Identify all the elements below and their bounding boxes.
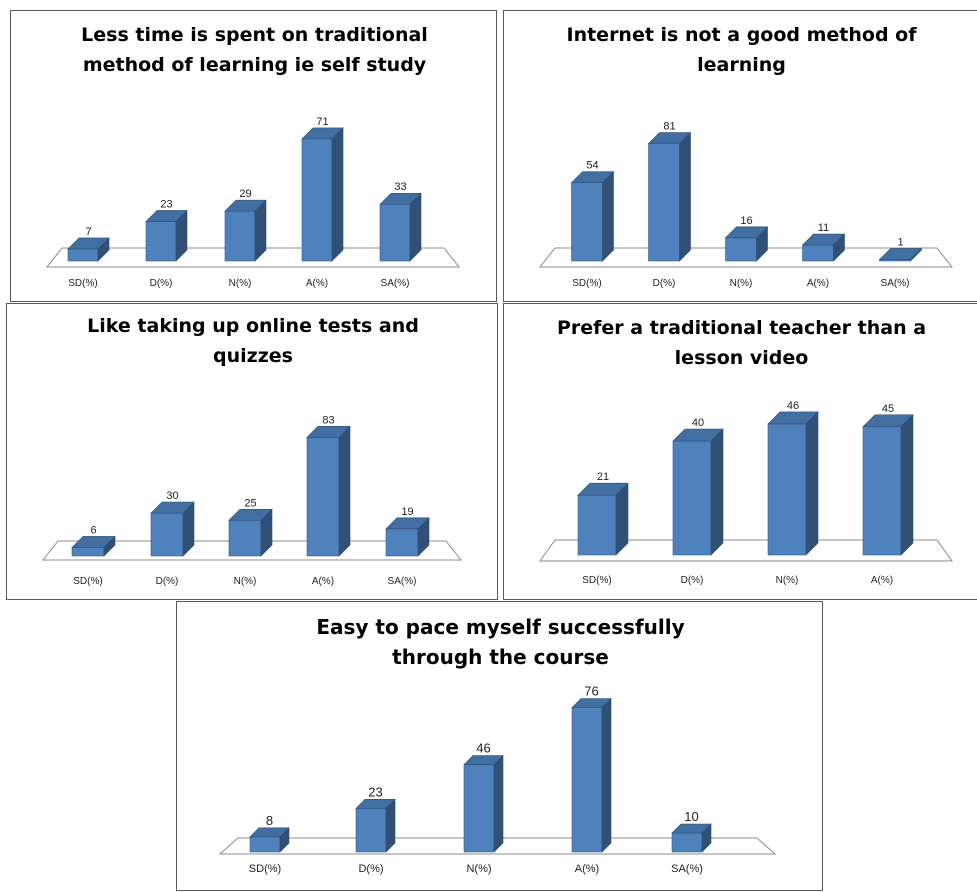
data-label: 45	[882, 403, 894, 415]
category-label: D(%)	[358, 863, 383, 875]
bar-N(%)	[224, 199, 267, 262]
data-label: 8	[266, 813, 273, 828]
category-label: N(%)	[229, 278, 252, 289]
bar-D(%)	[150, 501, 195, 557]
data-label: 1	[897, 237, 903, 249]
chart-svg-5: Easy to pace myself successfully through …	[218, 615, 777, 875]
bar-SD(%)	[249, 827, 290, 853]
chart-title-line: method of learning ie self study	[83, 54, 427, 76]
bar-D(%)	[647, 131, 692, 262]
bar-D(%)	[355, 798, 396, 853]
data-label: 25	[244, 497, 256, 509]
chart-title-line: Internet is not a good method of	[567, 24, 918, 46]
chart-title-line: Easy to pace myself successfully	[316, 615, 684, 639]
chart-title-line: Like taking up online tests and	[87, 315, 419, 337]
category-label: A(%)	[312, 576, 334, 587]
chart-panel-2: Internet is not a good method of learning…	[503, 10, 977, 302]
category-label: SD(%)	[572, 278, 601, 289]
data-label: 23	[368, 784, 382, 799]
chart-panel-1: Less time is spent on traditional method …	[10, 10, 497, 302]
category-label: D(%)	[681, 575, 704, 586]
data-label: 46	[476, 741, 490, 756]
category-label: N(%)	[730, 278, 753, 289]
chart-title-line: lesson video	[675, 347, 809, 369]
category-label: SA(%)	[388, 576, 417, 587]
data-label: 81	[663, 121, 675, 133]
data-label: 76	[584, 684, 598, 699]
bar-SD(%)	[577, 482, 629, 556]
category-label: D(%)	[150, 278, 173, 289]
category-label: D(%)	[156, 576, 179, 587]
data-label: 71	[316, 116, 328, 128]
chart-svg-1: Less time is spent on traditional method …	[45, 24, 461, 289]
data-label: 6	[90, 524, 96, 536]
category-label: D(%)	[653, 278, 676, 289]
chart-title-line: Prefer a traditional teacher than a	[557, 317, 926, 339]
data-label: 46	[787, 400, 799, 412]
bar-SD(%)	[570, 170, 615, 262]
category-label: A(%)	[575, 863, 599, 875]
bar-N(%)	[724, 226, 769, 262]
bar-A(%)	[306, 425, 351, 557]
category-label: SA(%)	[381, 278, 410, 289]
bar-D(%)	[145, 209, 188, 262]
data-label: 21	[597, 471, 609, 483]
category-label: N(%)	[776, 575, 799, 586]
bar-A(%)	[301, 127, 344, 262]
data-label: 29	[239, 188, 251, 200]
bar-A(%)	[862, 414, 914, 556]
chart-panel-4: Prefer a traditional teacher than a lesso…	[503, 303, 977, 600]
category-label: SD(%)	[73, 576, 102, 587]
bar-SA(%)	[878, 247, 923, 262]
chart-panel-3: Like taking up online tests and quizzes 6 S…	[6, 303, 498, 600]
category-label: N(%)	[466, 863, 491, 875]
category-label: SD(%)	[68, 278, 97, 289]
category-label: SA(%)	[881, 278, 910, 289]
bar-SA(%)	[671, 823, 712, 853]
data-label: 30	[166, 490, 178, 502]
category-label: A(%)	[306, 278, 328, 289]
chart-title-line: through the course	[392, 645, 609, 669]
chart-title-line: quizzes	[213, 345, 293, 367]
category-label: SA(%)	[671, 863, 703, 875]
data-label: 7	[85, 226, 91, 238]
chart-title-line: learning	[697, 54, 786, 76]
bar-SA(%)	[379, 192, 422, 262]
chart-svg-3: Like taking up online tests and quizzes 6 S…	[41, 315, 463, 587]
data-label: 83	[322, 414, 334, 426]
data-label: 33	[394, 181, 406, 193]
category-label: SD(%)	[249, 863, 281, 875]
data-label: 19	[401, 506, 413, 518]
category-label: A(%)	[807, 278, 829, 289]
chart-title-line: Less time is spent on traditional	[81, 24, 428, 46]
data-label: 23	[160, 198, 172, 210]
bar-SD(%)	[67, 237, 110, 262]
chart-svg-2: Internet is not a good method of learning…	[538, 24, 954, 289]
bar-SD(%)	[71, 535, 116, 557]
chart-panel-5: Easy to pace myself successfully through …	[176, 601, 823, 891]
bar-A(%)	[571, 697, 612, 853]
data-label: 16	[740, 215, 752, 227]
chart-svg-4: Prefer a traditional teacher than a lesso…	[539, 317, 953, 586]
chart-floor	[539, 539, 953, 562]
bar-N(%)	[767, 411, 819, 556]
category-label: SD(%)	[582, 575, 611, 586]
category-label: A(%)	[871, 575, 893, 586]
bar-N(%)	[228, 508, 273, 557]
bar-SA(%)	[385, 517, 430, 557]
bar-N(%)	[463, 754, 504, 853]
data-label: 40	[692, 417, 704, 429]
category-label: N(%)	[234, 576, 257, 587]
data-label: 10	[684, 809, 698, 824]
data-label: 54	[586, 160, 598, 172]
bar-A(%)	[801, 233, 846, 262]
data-label: 11	[818, 222, 829, 234]
bar-D(%)	[672, 428, 724, 556]
